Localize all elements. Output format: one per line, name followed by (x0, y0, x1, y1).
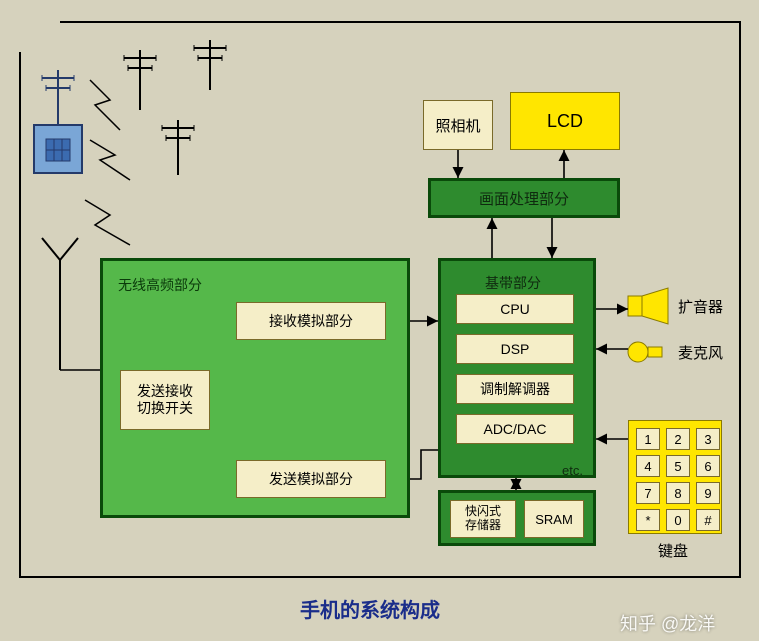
diagram-title: 手机的系统构成 (300, 594, 440, 623)
sram-block: SRAM (524, 500, 584, 538)
speaker-icon (628, 288, 668, 324)
keypad-key: 5 (666, 455, 690, 477)
remote-antenna-icon (162, 120, 194, 175)
watermark: 知乎 @龙洋 (620, 610, 715, 636)
camera-block: 照相机 (423, 100, 493, 150)
flash-memory-block: 快闪式存储器 (450, 500, 516, 538)
keypad-key: 0 (666, 509, 690, 531)
diagram-stage: 无线高频部分发送接收切换开关接收模拟部分发送模拟部分 照相机 LCD 画面处理部分基带… (0, 0, 759, 641)
remote-antenna-icon (194, 40, 226, 90)
rx-analog-block: 接收模拟部分 (236, 302, 386, 340)
keypad-key: 4 (636, 455, 660, 477)
microphone-icon (628, 342, 662, 362)
lcd-block: LCD (510, 92, 620, 150)
baseband-cpu-block: CPU (456, 294, 574, 324)
signal-wave-icon (85, 200, 130, 245)
microphone-label: 麦克风 (678, 342, 723, 363)
keypad-key: * (636, 509, 660, 531)
keypad-key: 3 (696, 428, 720, 450)
tx-rx-switch-block: 发送接收切换开关 (120, 370, 210, 430)
keypad-key: 7 (636, 482, 660, 504)
keypad-key: 2 (666, 428, 690, 450)
baseband-dsp-block: DSP (456, 334, 574, 364)
tx-analog-block: 发送模拟部分 (236, 460, 386, 498)
base-station-icon (34, 70, 82, 173)
image-processing-block: 画面处理部分 (428, 178, 620, 218)
signal-wave-icon (90, 80, 120, 130)
keypad-key: 8 (666, 482, 690, 504)
keypad-key: 9 (696, 482, 720, 504)
baseband-title: 基带部分 (485, 273, 541, 293)
remote-antenna-icon (124, 50, 156, 110)
baseband-modem-block: 调制解调器 (456, 374, 574, 404)
speaker-label: 扩音器 (678, 296, 723, 317)
baseband-adc-block: ADC/DAC (456, 414, 574, 444)
keypad-key: 1 (636, 428, 660, 450)
rf-group-title: 无线高频部分 (118, 275, 202, 295)
handset-antenna-icon (42, 238, 78, 370)
baseband-etc: etc. (562, 463, 583, 478)
keypad-label: 键盘 (658, 540, 688, 561)
keypad-key: # (696, 509, 720, 531)
keypad-key: 6 (696, 455, 720, 477)
signal-wave-icon (90, 140, 130, 180)
